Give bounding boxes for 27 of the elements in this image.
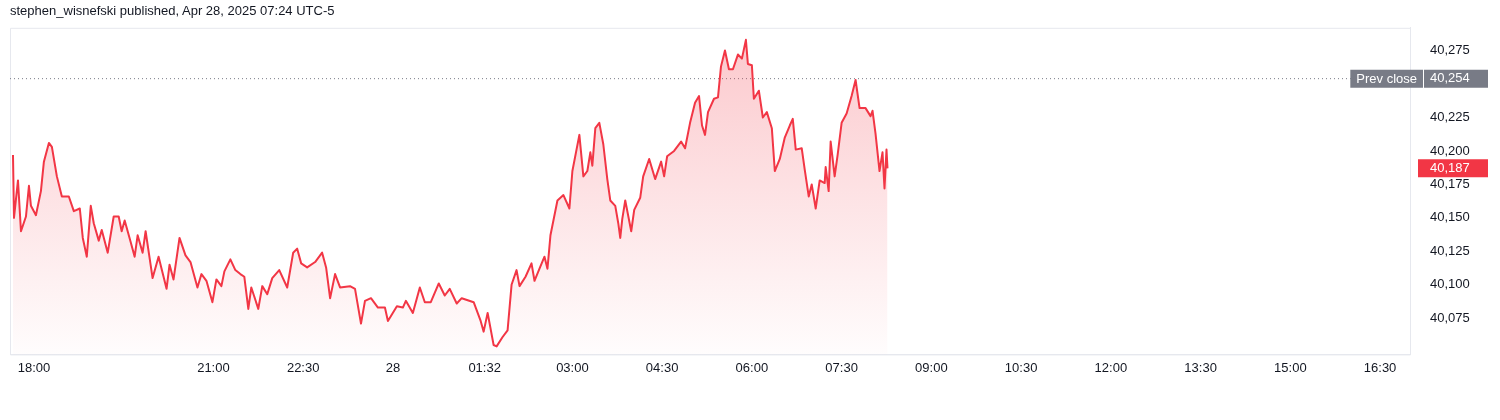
x-tick-label: 18:00 [17, 359, 51, 375]
y-tick-label: 40,150 [1430, 209, 1470, 225]
y-tick-label: 40,200 [1430, 142, 1470, 158]
y-tick-label: 40,254 [1430, 70, 1470, 86]
x-tick-label: 16:30 [1363, 359, 1397, 375]
ref-line-label: Prev close [1356, 71, 1418, 87]
y-tick-label: 40,075 [1430, 309, 1470, 325]
x-tick-label: 01:32 [468, 359, 501, 375]
chart-title: stephen_wisnefski published, Apr 28, 2025 07:24 UTC-5 [10, 3, 335, 18]
x-tick-label: 10:30 [1004, 359, 1038, 375]
x-tick-label: 21:00 [197, 359, 230, 375]
x-tick-label: 06:00 [735, 359, 769, 375]
x-tick-label: 22:30 [286, 359, 320, 375]
y-tick-label: 40,275 [1430, 42, 1470, 58]
y-tick-label: 40,125 [1430, 242, 1470, 258]
y-tick-label: 40,187 [1430, 159, 1470, 175]
x-tick-label: 12:00 [1094, 359, 1128, 375]
y-tick-label: 40,225 [1430, 109, 1470, 125]
x-tick-label: 03:00 [556, 359, 589, 375]
x-tick-label: 04:30 [645, 359, 679, 375]
x-tick-label: 28 [385, 359, 401, 375]
x-tick-label: 07:30 [825, 359, 858, 375]
y-tick-label: 40,100 [1430, 276, 1470, 292]
y-tick-label: 40,175 [1430, 175, 1470, 191]
x-tick-label: 13:30 [1184, 359, 1217, 375]
x-tick-label: 09:00 [915, 359, 948, 375]
x-tick-label: 15:00 [1274, 359, 1307, 375]
